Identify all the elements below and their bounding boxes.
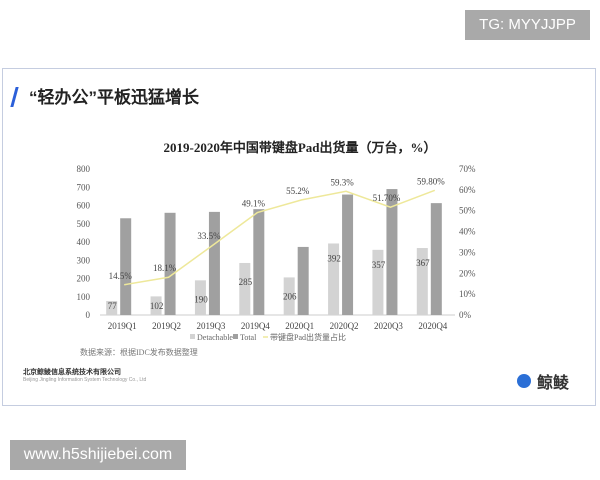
data-label-detachable: 392 — [327, 253, 341, 263]
slide-card: “轻办公”平板迅猛增长 北京鲸鲮信息系统技术有限公司 Beijing Jingl… — [2, 68, 596, 406]
y-tick-label: 200 — [77, 274, 91, 284]
watermark-bottom: www.h5shijiebei.com — [10, 440, 186, 470]
bar-total — [164, 212, 176, 315]
x-tick-label: 2019Q1 — [108, 321, 137, 331]
chart-title: 2019-2020年中国带键盘Pad出货量（万台，%） — [163, 140, 436, 155]
data-label-detachable: 77 — [108, 301, 118, 311]
legend-swatch-total — [233, 334, 238, 339]
data-label-share: 49.1% — [242, 199, 266, 209]
company-name-en: Beijing Jingling Information System Tech… — [23, 377, 147, 383]
data-label-share: 59.3% — [330, 177, 354, 187]
bar-total — [430, 203, 442, 315]
bar-total — [120, 218, 132, 315]
y2-tick-label: 60% — [459, 185, 476, 195]
page-title: “轻办公”平板迅猛增长 — [29, 88, 199, 107]
bar-detachable — [106, 300, 118, 315]
legend-share: 带键盘Pad出货量占比 — [270, 332, 346, 342]
data-label-share: 18.1% — [153, 263, 177, 273]
x-tick-label: 2020Q4 — [418, 321, 447, 331]
data-label-share: 55.2% — [286, 186, 310, 196]
data-label-detachable: 357 — [372, 260, 386, 270]
legend-swatch-detachable — [190, 334, 195, 339]
y-tick-label: 0 — [86, 310, 91, 320]
bar-total — [386, 189, 398, 315]
line-share — [124, 189, 436, 286]
bar-total — [208, 211, 220, 315]
data-label-detachable: 285 — [239, 277, 253, 287]
data-label-share: 33.5% — [197, 231, 221, 241]
bar-detachable — [372, 249, 384, 315]
y2-tick-label: 20% — [459, 268, 476, 278]
bar-detachable — [194, 280, 206, 315]
y2-tick-label: 50% — [459, 206, 476, 216]
x-tick-label: 2020Q3 — [374, 321, 403, 331]
y-tick-label: 700 — [77, 182, 91, 192]
company-name-cn: 北京鲸鲮信息系统技术有限公司 — [23, 369, 121, 376]
y2-tick-label: 40% — [459, 227, 476, 237]
y-tick-label: 500 — [77, 219, 91, 229]
bar-detachable — [283, 277, 295, 315]
bar-detachable — [328, 243, 340, 315]
data-label-detachable: 102 — [150, 301, 164, 311]
logo: 鲸鲮 — [517, 369, 569, 393]
x-tick-label: 2020Q1 — [285, 321, 314, 331]
x-tick-label: 2019Q4 — [241, 321, 270, 331]
legend-detachable: Detachable — [197, 333, 233, 342]
data-source: 数据来源：根据IDC发布数据整理 — [80, 347, 198, 357]
bar-total — [253, 209, 265, 315]
y2-tick-label: 0% — [459, 310, 472, 320]
watermark-top: TG: MYYJJPP — [465, 10, 590, 40]
x-tick-label: 2020Q2 — [330, 321, 359, 331]
y2-tick-label: 70% — [459, 164, 476, 174]
data-label-detachable: 206 — [283, 291, 297, 301]
y-tick-label: 300 — [77, 255, 91, 265]
y-tick-label: 100 — [77, 292, 91, 302]
bar-detachable — [150, 296, 162, 315]
y-tick-label: 400 — [77, 237, 91, 247]
data-label-share: 59.80% — [417, 176, 445, 186]
data-label-detachable: 190 — [194, 294, 208, 304]
whale-logo-icon — [517, 374, 531, 388]
x-tick-label: 2019Q3 — [196, 321, 225, 331]
bar-detachable — [416, 248, 428, 315]
y2-tick-label: 30% — [459, 247, 476, 257]
legend-total: Total — [240, 333, 257, 342]
data-label-share: 14.5% — [109, 271, 133, 281]
logo-text: 鲸鲮 — [537, 375, 570, 392]
bar-detachable — [239, 262, 251, 315]
bar-total — [297, 246, 309, 315]
bar-total — [342, 194, 354, 315]
y-tick-label: 800 — [77, 164, 91, 174]
data-label-share: 51.70% — [373, 193, 401, 203]
data-label-detachable: 367 — [416, 258, 430, 268]
y-tick-label: 600 — [77, 201, 91, 211]
y2-tick-label: 10% — [459, 289, 476, 299]
x-tick-label: 2019Q2 — [152, 321, 181, 331]
